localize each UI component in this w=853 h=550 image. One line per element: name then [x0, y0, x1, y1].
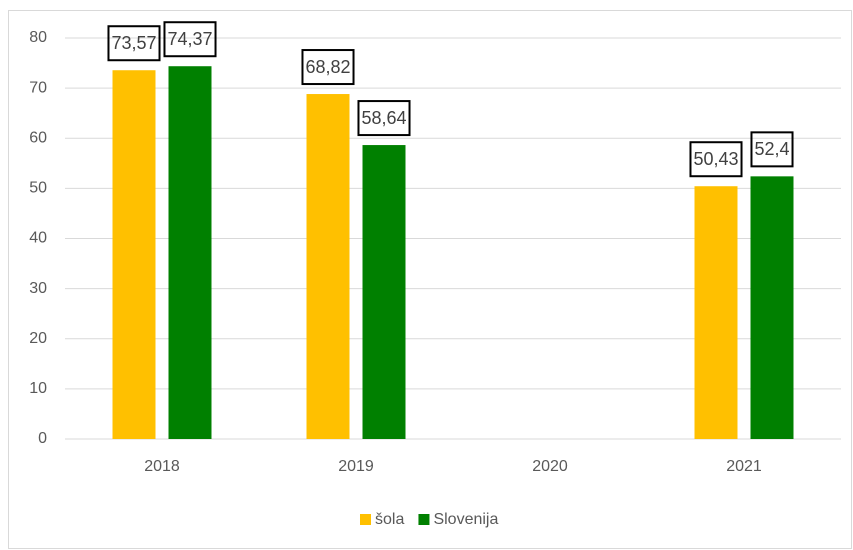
legend-label: šola	[375, 511, 404, 528]
y-tick-label: 10	[29, 380, 47, 397]
y-tick-label: 70	[29, 79, 47, 96]
bar	[112, 70, 156, 439]
data-label-box	[357, 100, 411, 137]
data-label-box	[163, 21, 217, 58]
bar	[168, 66, 212, 440]
x-tick-label: 2020	[532, 458, 568, 475]
data-label-box	[750, 131, 794, 168]
data-label-box	[689, 141, 743, 178]
legend-label: Slovenija	[433, 511, 498, 528]
y-tick-label: 30	[29, 280, 47, 297]
data-label: 58,64	[361, 108, 406, 128]
x-tick-label: 2019	[338, 458, 374, 475]
y-tick-label: 80	[29, 29, 47, 46]
data-label: 68,82	[305, 57, 350, 77]
y-tick-label: 60	[29, 129, 47, 146]
data-label-box	[301, 49, 355, 86]
x-tick-label: 2021	[726, 458, 762, 475]
y-tick-label: 0	[38, 430, 47, 447]
data-label: 73,57	[111, 33, 156, 53]
data-label: 74,37	[167, 29, 212, 49]
y-tick-label: 50	[29, 180, 47, 197]
data-label: 52,4	[754, 139, 789, 159]
legend-swatch	[418, 514, 430, 525]
y-tick-label: 40	[29, 230, 47, 247]
y-tick-label: 20	[29, 330, 47, 347]
bar	[362, 145, 406, 439]
legend-swatch	[360, 514, 371, 525]
bar	[306, 94, 350, 440]
data-label: 50,43	[693, 149, 738, 169]
data-label-box	[107, 25, 161, 62]
bar	[694, 186, 738, 439]
x-tick-label: 2018	[144, 458, 180, 475]
bar	[750, 176, 794, 439]
